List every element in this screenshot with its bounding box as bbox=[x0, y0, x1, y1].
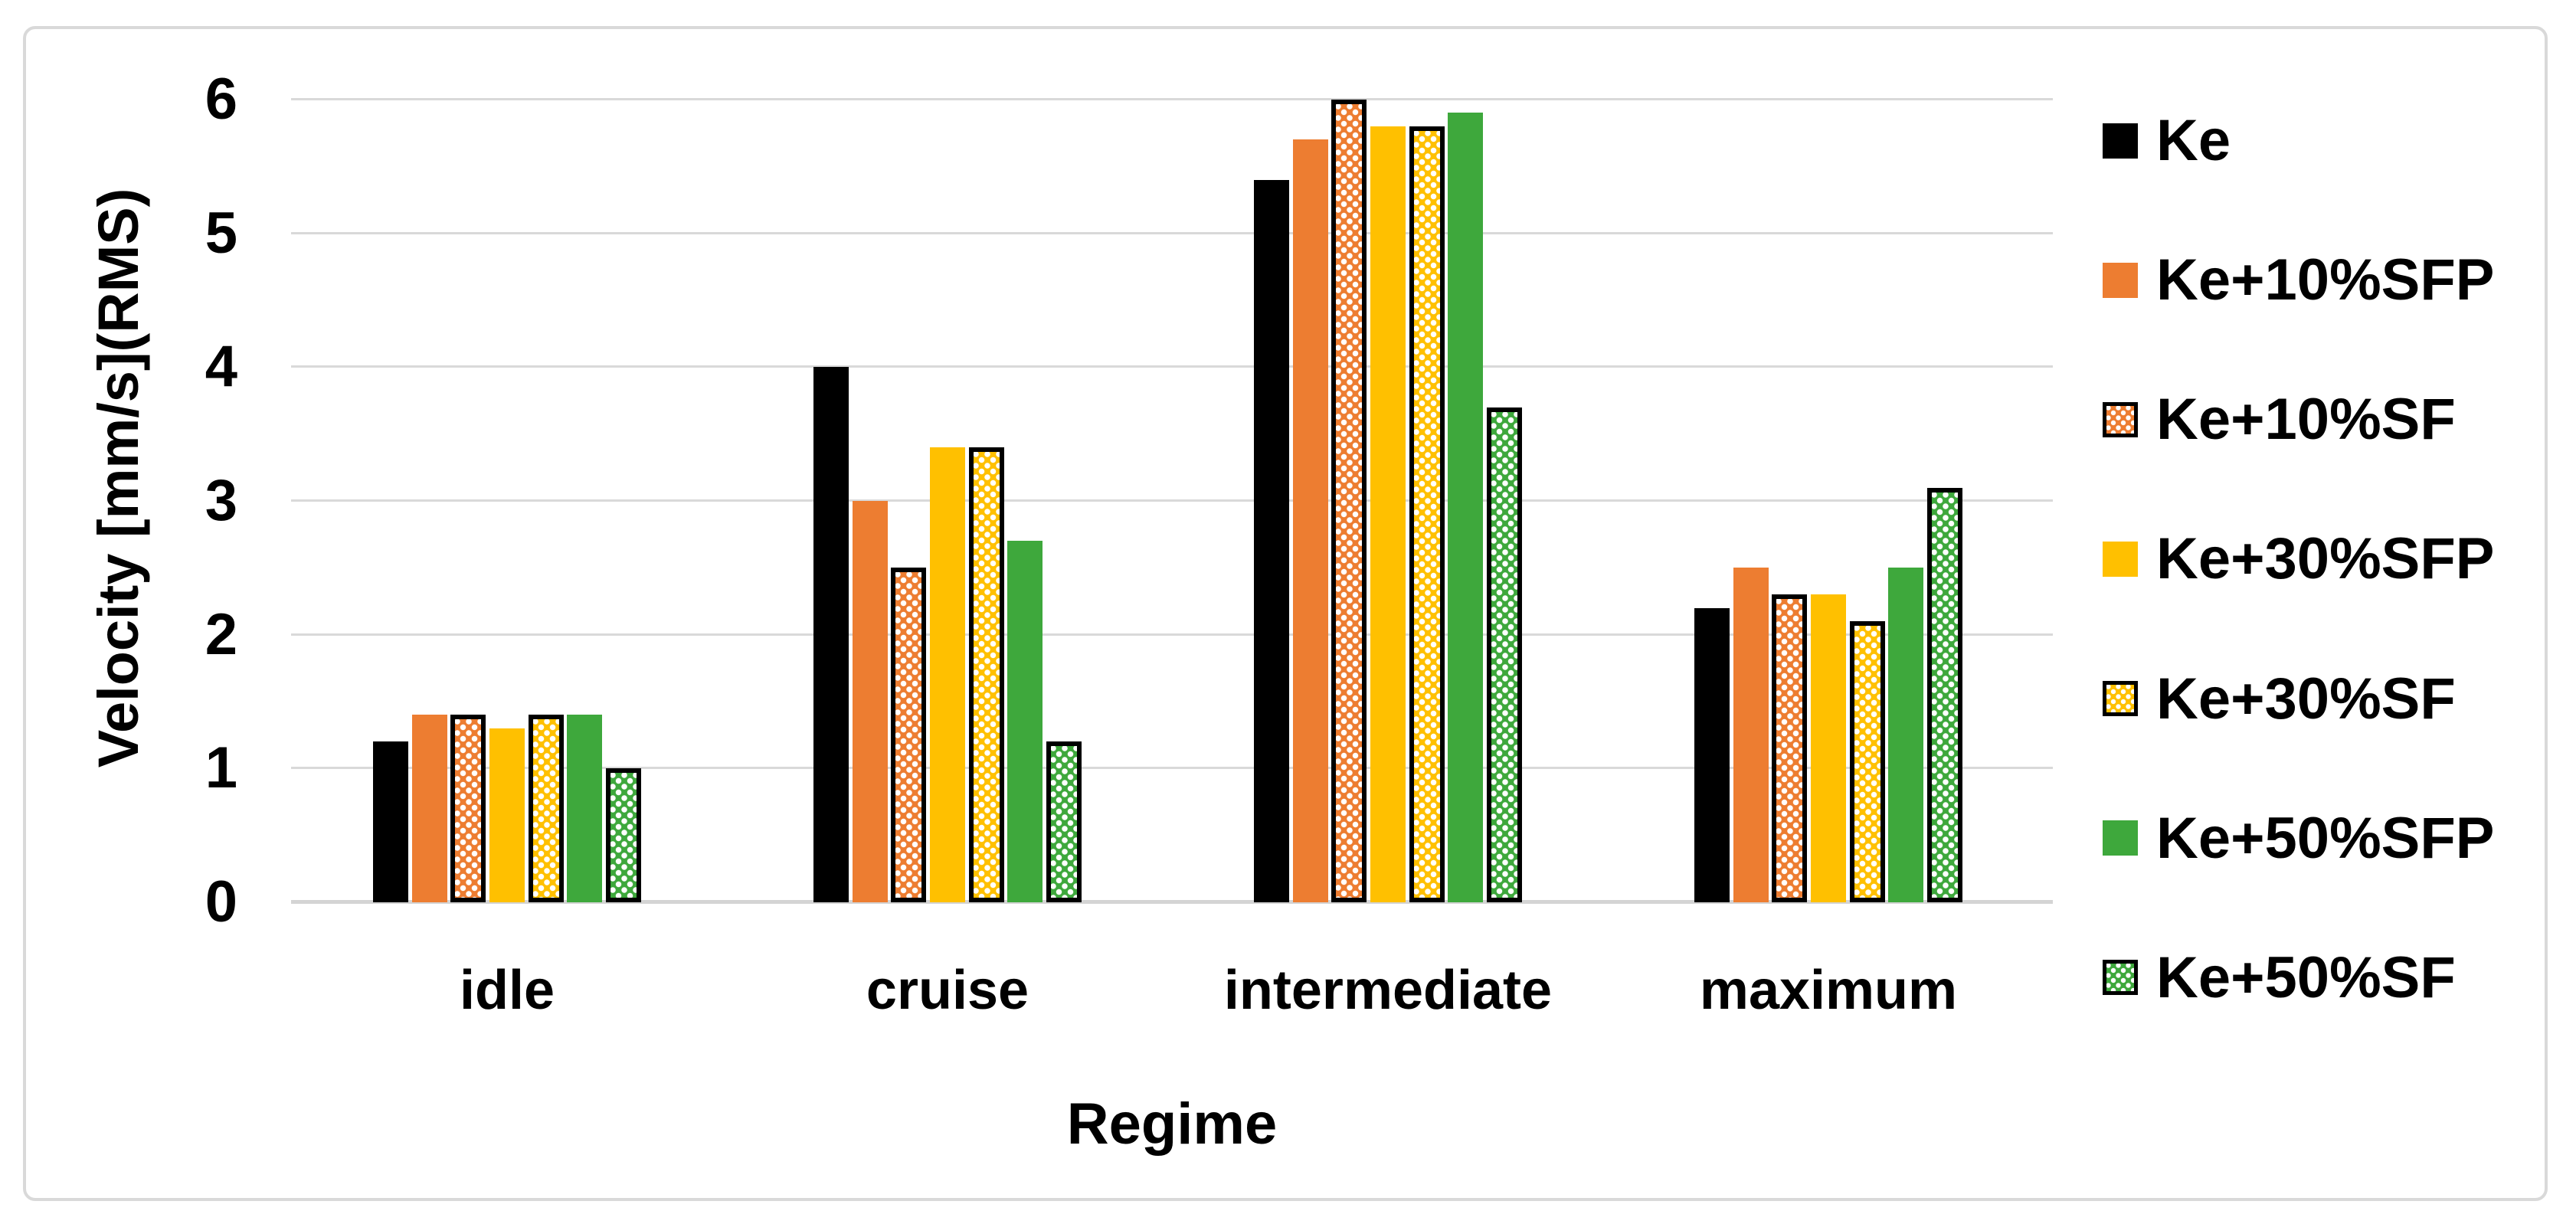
legend-swatch-icon bbox=[2103, 401, 2138, 437]
legend-label: Ke bbox=[2156, 108, 2231, 173]
bar-Ke-intermediate bbox=[1254, 180, 1289, 902]
gridline-y4 bbox=[291, 365, 2053, 368]
bar-Ke-cruise bbox=[813, 367, 849, 902]
bar-Ke+50%SFP-idle bbox=[567, 715, 603, 902]
legend-item-Ke: Ke bbox=[2103, 107, 2532, 174]
bar-Ke+30%SF-maximum bbox=[1849, 621, 1885, 902]
y-tick-label-5: 5 bbox=[205, 200, 237, 266]
bar-group-idle bbox=[373, 100, 641, 902]
legend-label: Ke+50%SF bbox=[2156, 944, 2456, 1010]
bar-Ke+30%SF-cruise bbox=[968, 447, 1004, 902]
legend-label: Ke+30%SF bbox=[2156, 666, 2456, 731]
bar-Ke+50%SF-cruise bbox=[1046, 741, 1082, 902]
y-tick-label-0: 0 bbox=[205, 869, 237, 934]
bar-Ke+10%SF-idle bbox=[450, 715, 486, 902]
legend-item-Ke+10%SFP: Ke+10%SFP bbox=[2103, 247, 2532, 313]
legend-item-Ke+50%SFP: Ke+50%SFP bbox=[2103, 805, 2532, 872]
bar-Ke+30%SFP-intermediate bbox=[1370, 126, 1406, 902]
bar-Ke+10%SFP-cruise bbox=[852, 501, 888, 902]
legend-swatch-icon bbox=[2103, 123, 2138, 159]
legend-label: Ke+30%SFP bbox=[2156, 526, 2495, 592]
bar-Ke+50%SF-idle bbox=[605, 768, 641, 902]
legend-swatch-icon bbox=[2103, 262, 2138, 298]
gridline-y3 bbox=[291, 499, 2053, 502]
bar-Ke+50%SFP-cruise bbox=[1007, 541, 1043, 902]
x-category-label-cruise: cruise bbox=[866, 960, 1029, 1021]
legend-label: Ke+10%SF bbox=[2156, 387, 2456, 453]
gridline-y5 bbox=[291, 231, 2053, 234]
legend-swatch-icon bbox=[2103, 960, 2138, 996]
y-tick-label-2: 2 bbox=[205, 601, 237, 667]
legend-swatch-icon bbox=[2103, 820, 2138, 856]
gridline-y2 bbox=[291, 633, 2053, 636]
x-category-label-intermediate: intermediate bbox=[1223, 960, 1553, 1021]
legend-item-Ke+10%SF: Ke+10%SF bbox=[2103, 386, 2532, 453]
bar-Ke+50%SF-maximum bbox=[1926, 488, 1962, 902]
legend-label: Ke+10%SFP bbox=[2156, 247, 2495, 313]
bar-Ke+30%SF-idle bbox=[528, 715, 564, 902]
bar-Ke+30%SFP-idle bbox=[489, 728, 525, 902]
legend: Ke Ke+10%SFP Ke+10%SF Ke+30%SFP Ke+30%SF Ke+5… bbox=[2103, 107, 2532, 1011]
bar-Ke+10%SFP-intermediate bbox=[1292, 139, 1328, 902]
legend-label: Ke+50%SFP bbox=[2156, 805, 2495, 871]
y-tick-label-1: 1 bbox=[205, 735, 237, 801]
legend-item-Ke+50%SF: Ke+50%SF bbox=[2103, 944, 2532, 1011]
bar-group-intermediate bbox=[1254, 100, 1522, 902]
bar-Ke+10%SF-intermediate bbox=[1331, 100, 1367, 902]
bar-Ke+10%SF-maximum bbox=[1772, 594, 1808, 902]
bar-Ke+30%SFP-cruise bbox=[929, 447, 965, 902]
gridline-y1 bbox=[291, 767, 2053, 770]
legend-swatch-icon bbox=[2103, 681, 2138, 717]
y-tick-label-3: 3 bbox=[205, 468, 237, 533]
x-category-label-idle: idle bbox=[459, 960, 555, 1021]
bar-group-cruise bbox=[813, 100, 1082, 902]
x-category-label-maximum: maximum bbox=[1699, 960, 1958, 1021]
legend-item-Ke+30%SF: Ke+30%SF bbox=[2103, 666, 2532, 732]
bar-Ke+30%SFP-maximum bbox=[1810, 594, 1846, 902]
bar-Ke-maximum bbox=[1694, 608, 1730, 902]
bar-Ke+10%SFP-idle bbox=[411, 715, 447, 902]
y-tick-label-6: 6 bbox=[205, 67, 237, 132]
bar-Ke+50%SF-intermediate bbox=[1486, 407, 1522, 902]
bar-Ke-idle bbox=[373, 741, 408, 902]
bar-group-maximum bbox=[1694, 100, 1962, 902]
bar-Ke+50%SFP-maximum bbox=[1888, 568, 1924, 902]
x-axis-line bbox=[291, 900, 2053, 904]
bar-Ke+30%SF-intermediate bbox=[1409, 126, 1445, 902]
legend-item-Ke+30%SFP: Ke+30%SFP bbox=[2103, 525, 2532, 592]
bar-Ke+50%SFP-intermediate bbox=[1448, 113, 1484, 902]
bar-Ke+10%SFP-maximum bbox=[1733, 568, 1769, 902]
x-axis-title: Regime bbox=[1066, 1091, 1278, 1157]
legend-swatch-icon bbox=[2103, 541, 2138, 577]
plot-area bbox=[291, 98, 2053, 904]
gridline-y6 bbox=[291, 98, 2053, 100]
y-tick-label-4: 4 bbox=[205, 334, 237, 400]
bar-Ke+10%SF-cruise bbox=[891, 568, 927, 902]
